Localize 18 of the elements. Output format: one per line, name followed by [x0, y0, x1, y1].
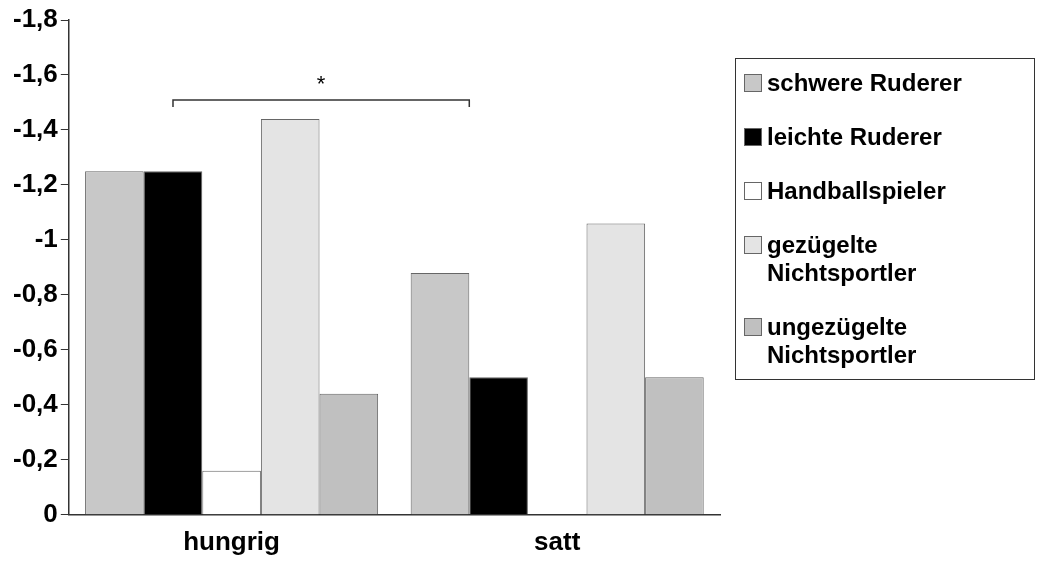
x-tick-label: hungrig — [183, 525, 280, 556]
legend-label: gezügelte Nichtsportler — [767, 231, 918, 287]
y-tick-label: -1,4 — [12, 113, 59, 144]
y-tick-label: -0,2 — [12, 442, 58, 473]
legend-label: ungezügelte Nichtsportler — [767, 313, 918, 369]
legend-label: schwere Ruderer — [767, 69, 962, 97]
annotation: * — [316, 71, 326, 97]
y-tick-label: -1 — [34, 223, 58, 254]
y-tick-label: -1,8 — [12, 3, 58, 34]
legend-label: leichte Ruderer — [767, 123, 942, 151]
x-tick-label: satt — [534, 525, 581, 556]
y-tick-label: -0,6 — [12, 333, 58, 364]
legend-label: Handballspieler — [767, 177, 946, 205]
y-tick-label: -1,6 — [12, 58, 58, 89]
y-tick-label: -0,8 — [12, 278, 58, 309]
y-tick-label: -0,4 — [12, 388, 59, 419]
y-tick-label: 0 — [43, 497, 58, 528]
y-tick-label: -1,2 — [12, 168, 58, 199]
